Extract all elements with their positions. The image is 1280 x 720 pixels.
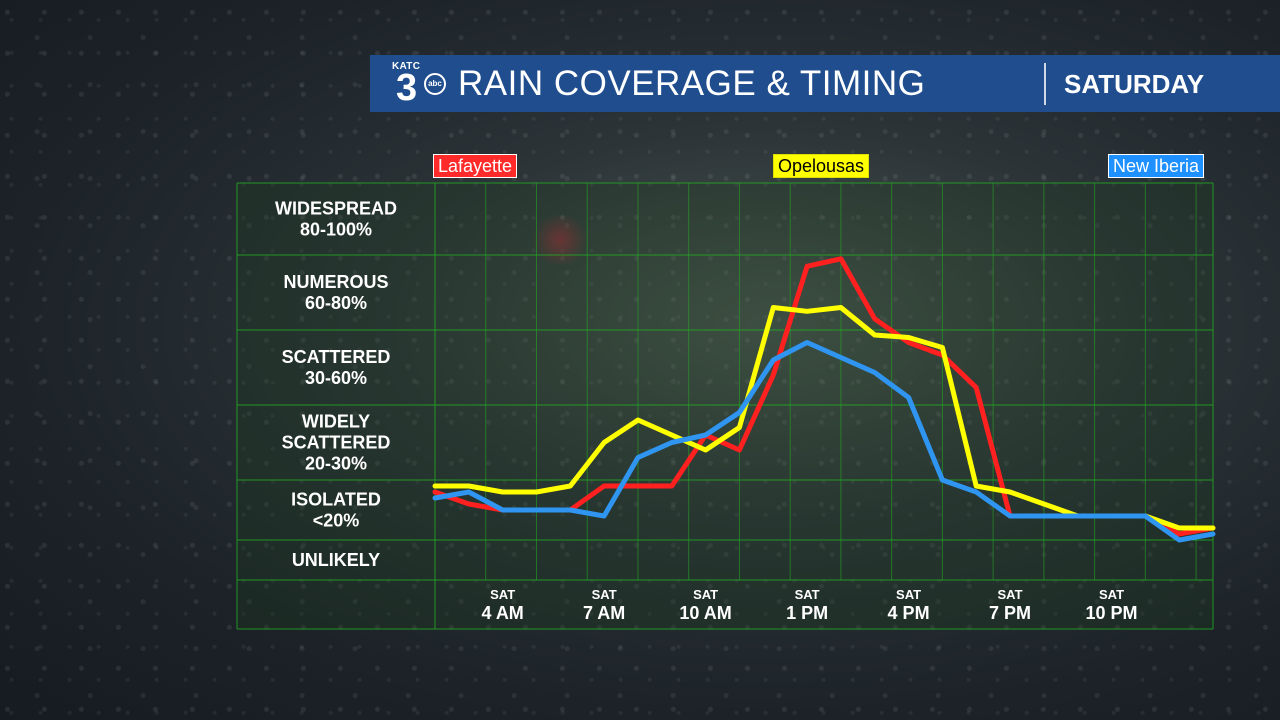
logo-text: KATC bbox=[392, 60, 421, 72]
x-tick-time: 1 PM bbox=[786, 603, 828, 623]
y-category-label: UNLIKELY bbox=[292, 550, 380, 570]
x-tick-day: SAT bbox=[896, 587, 921, 602]
x-tick-day: SAT bbox=[998, 587, 1023, 602]
x-tick-day: SAT bbox=[490, 587, 515, 602]
station-logo: KATC 3 abc bbox=[392, 59, 446, 109]
x-tick-time: 10 PM bbox=[1086, 603, 1138, 623]
chart-title: RAIN COVERAGE & TIMING bbox=[458, 63, 926, 103]
x-tick-time: 7 AM bbox=[583, 603, 625, 623]
x-tick-day: SAT bbox=[693, 587, 718, 602]
series-line-lafayette bbox=[432, 256, 1216, 537]
y-category-label: SCATTERED bbox=[282, 347, 391, 367]
banner-divider bbox=[1044, 63, 1046, 105]
legend-opelousas: Opelousas bbox=[773, 154, 870, 178]
background-light-blur bbox=[530, 215, 590, 265]
x-tick-time: 7 PM bbox=[989, 603, 1031, 623]
y-category-label: SCATTERED bbox=[282, 433, 391, 453]
x-tick-day: SAT bbox=[795, 587, 820, 602]
x-tick-day: SAT bbox=[592, 587, 617, 602]
legend-lafayette: Lafayette bbox=[433, 154, 518, 178]
y-category-range: 20-30% bbox=[305, 454, 367, 474]
day-label: SATURDAY bbox=[1064, 69, 1205, 99]
y-category-range: <20% bbox=[313, 511, 360, 531]
legend-new-iberia: New Iberia bbox=[1108, 154, 1205, 178]
y-category-label: WIDELY bbox=[302, 412, 370, 432]
logo-number: 3 bbox=[396, 66, 418, 109]
y-category-label: WIDESPREAD bbox=[275, 199, 397, 219]
title-banner: KATC 3 abc RAIN COVERAGE & TIMING SATURD… bbox=[370, 55, 1280, 112]
series-line-new-iberia bbox=[432, 340, 1216, 543]
y-category-label: NUMEROUS bbox=[283, 272, 388, 292]
logo-network: abc bbox=[424, 72, 446, 95]
chart-panel bbox=[237, 183, 1213, 629]
y-category-range: 30-60% bbox=[305, 368, 367, 388]
y-category-range: 60-80% bbox=[305, 293, 367, 313]
x-tick-day: SAT bbox=[1099, 587, 1124, 602]
x-tick-time: 4 PM bbox=[888, 603, 930, 623]
y-category-label: ISOLATED bbox=[291, 490, 381, 510]
x-tick-time: 10 AM bbox=[679, 603, 731, 623]
y-category-range: 80-100% bbox=[300, 220, 372, 240]
series-line-opelousas bbox=[432, 305, 1216, 531]
x-tick-time: 4 AM bbox=[481, 603, 523, 623]
